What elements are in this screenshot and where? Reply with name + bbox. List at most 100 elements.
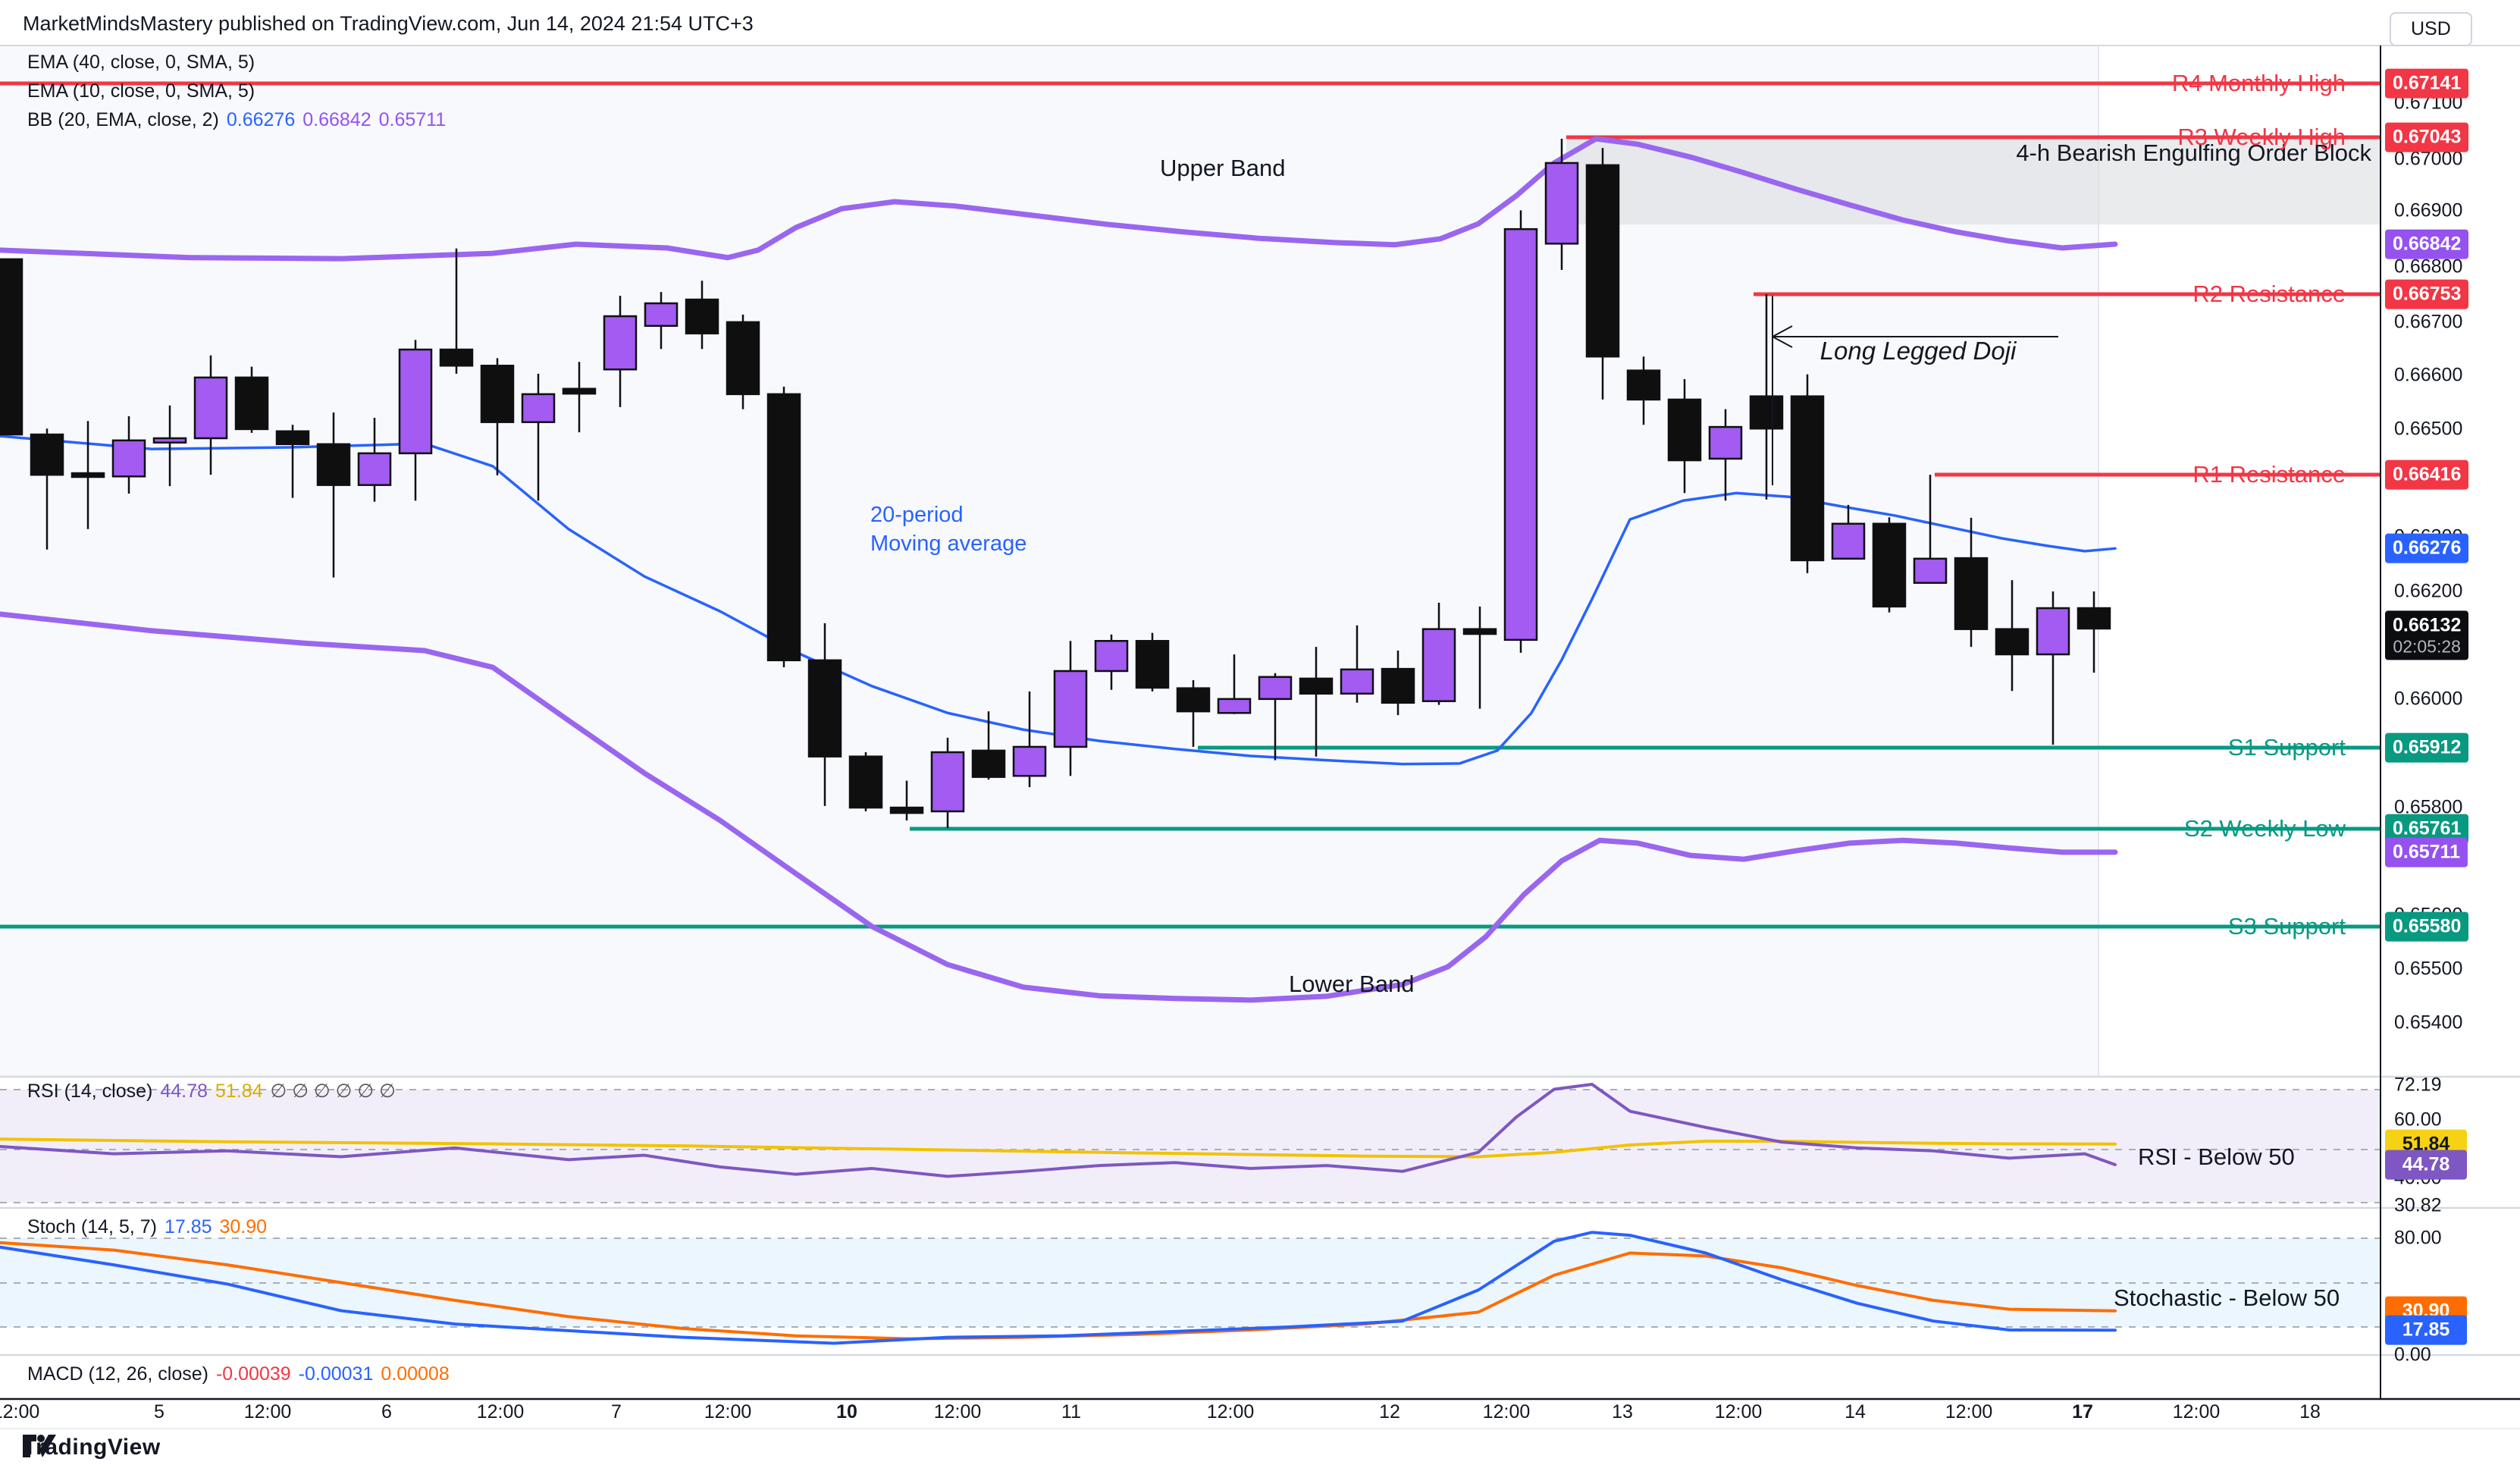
candle [1790,374,1825,573]
ma-annotation: 20-period Moving average [870,503,1027,557]
candle [357,418,392,502]
rsi-legend[interactable]: RSI (14, close) 44.78 51.84 ∅ ∅ ∅ ∅ ∅ ∅ [27,1080,396,1103]
time-label: 12:00 [933,1401,982,1423]
legend-value: 0.65711 [378,109,447,130]
macd-value: -0.00039 [215,1363,291,1385]
currency-selector[interactable]: USD [2390,12,2472,46]
time-label: 13 [1612,1401,1633,1423]
order-block-zone [1566,139,2381,224]
candle [0,258,24,436]
candle [1094,634,1129,690]
candle [807,623,842,806]
candle [1258,673,1293,761]
legend-row-0[interactable]: EMA (40, close, 0, SMA, 5) [27,52,446,74]
time-label: 11 [1061,1401,1081,1423]
time-label: 10 [836,1401,857,1423]
time-label: 12:00 [1206,1401,1255,1423]
stoch-k-value: 17.85 [164,1216,212,1237]
legend-label: BB (20, EMA, close, 2) [27,109,219,130]
candle [152,405,187,487]
candle [1585,148,1620,400]
candle [685,281,719,350]
legend-value: 0.66842 [302,109,371,130]
upper-band-label: Upper Band [1160,155,1286,181]
rsi-pane-label: RSI - Below 50 [2138,1143,2295,1170]
candle [1381,651,1415,716]
candle [1872,517,1907,613]
time-label: 12:00 [704,1401,752,1423]
macd-value: 0.00008 [381,1363,450,1385]
rsi-tick: 60.00 [2394,1109,2442,1131]
price-tick: 0.66000 [2394,688,2463,710]
rsi-empty-values: ∅ ∅ ∅ ∅ ∅ ∅ [270,1081,396,1102]
candle [1053,641,1088,776]
candle [71,421,105,529]
level-label-s3-support: S3 Support [2227,913,2346,939]
price-badge-0.66753: 0.66753 [2385,279,2469,309]
time-label: 12:00 [476,1401,525,1423]
price-badge-0.66132: 0.66132 02:05:28 [2385,610,2469,660]
time-label: 12:00 [1482,1401,1531,1423]
time-label: 14 [1845,1401,1866,1423]
price-badge-0.65912: 0.65912 [2385,732,2469,763]
time-label: 17 [2072,1401,2093,1423]
tradingview-logo-icon [23,1435,56,1457]
bb-basis-line [0,434,2117,766]
rsi-line [0,1082,2117,1178]
time-label: 12:00 [1714,1401,1763,1423]
rsi-ma-line [0,1137,2117,1159]
time-label: 18 [2299,1401,2321,1423]
rsi-legend-label: RSI (14, close) [27,1081,153,1102]
time-label: 12:00 [2172,1401,2221,1423]
level-label-r1-resistance: R1 Resistance [2192,461,2346,488]
legend-row-2[interactable]: BB (20, EMA, close, 2) 0.66276 0.66842 0.65… [27,109,446,131]
price-tick: 0.66900 [2394,199,2463,221]
candle [1626,356,1661,425]
price-tick: 0.66800 [2394,256,2463,278]
time-label: 5 [154,1401,165,1423]
price-tick: 0.66600 [2394,364,2463,386]
candle [848,752,883,812]
candle [1299,647,1334,757]
time-label: 6 [381,1401,392,1423]
candle [1667,378,1702,494]
stoch-badge-17.85: 17.85 [2385,1315,2467,1345]
candle [30,428,64,550]
candle [521,373,556,501]
legend-row-1[interactable]: EMA (10, close, 0, SMA, 5) [27,80,446,102]
countdown-timer: 02:05:28 [2393,636,2461,657]
level-label-r4-monthly-high: R4 Monthly High [2171,70,2346,96]
price-badge-0.66276: 0.66276 [2385,533,2469,563]
candle [766,386,801,668]
stoch-tick: 0.00 [2394,1344,2431,1366]
doji-arrowhead-top [1772,325,1793,337]
indicator-legend[interactable]: EMA (40, close, 0, SMA, 5) EMA (10, close… [27,52,446,138]
price-badge-0.65580: 0.65580 [2385,911,2469,942]
candle [1831,504,1866,560]
candle [193,355,228,475]
candle [971,711,1006,780]
candle [1503,210,1538,653]
bb-lower-band-line [0,611,2118,1003]
candle [1954,517,1989,648]
candle [1340,625,1374,703]
candle [1544,139,1579,271]
stoch-legend-label: Stoch (14, 5, 7) [27,1216,157,1237]
time-label: 12:00 [0,1401,40,1423]
candle [1217,654,1252,714]
stoch-legend[interactable]: Stoch (14, 5, 7) 17.85 30.90 [27,1216,267,1238]
price-badge-0.65711: 0.65711 [2385,837,2468,867]
candle [562,362,597,433]
legend-value: 0.66276 [226,109,296,130]
macd-legend[interactable]: MACD (12, 26, close) -0.00039 -0.00031 0.00… [27,1363,450,1385]
candle [1995,580,2029,692]
stoch-d-value: 30.90 [219,1216,268,1237]
level-label-s2-weekly-low: S2 Weekly Low [2183,815,2346,842]
tradingview-logo[interactable]: TradingView [23,1435,161,1460]
publish-header: MarketMindsMastery published on TradingV… [23,12,754,35]
candle [1749,293,1784,500]
price-badge-0.67141: 0.67141 [2385,68,2469,99]
candle [2036,591,2070,745]
